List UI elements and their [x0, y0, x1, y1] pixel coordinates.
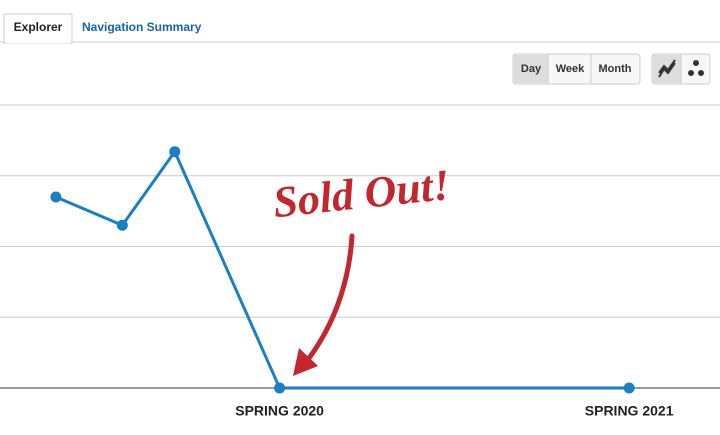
data-point — [623, 382, 635, 394]
annotation-arrowhead — [293, 348, 318, 376]
annotation-arrow — [300, 233, 355, 369]
button[interactable]: Month — [599, 63, 632, 75]
tab[interactable]: Explorer — [14, 20, 63, 34]
annotation: Sold Out! — [271, 160, 452, 227]
data-point — [169, 146, 181, 158]
button-active — [514, 55, 548, 83]
data-point — [274, 382, 286, 394]
tab[interactable]: Navigation Summary — [82, 20, 202, 34]
button[interactable]: Week — [556, 63, 585, 75]
data-point — [116, 219, 128, 231]
button[interactable]: Day — [521, 63, 542, 75]
scatter-icon[interactable] — [688, 60, 704, 76]
line-icon — [658, 59, 676, 78]
x-tick-label: SPRING 2021 — [585, 403, 674, 419]
x-tick-label: SPRING 2020 — [235, 403, 324, 419]
data-point — [50, 191, 62, 203]
tab-active-box — [3, 13, 73, 44]
plot: SPRING 2020 SPRING 2021 — [0, 104, 720, 419]
